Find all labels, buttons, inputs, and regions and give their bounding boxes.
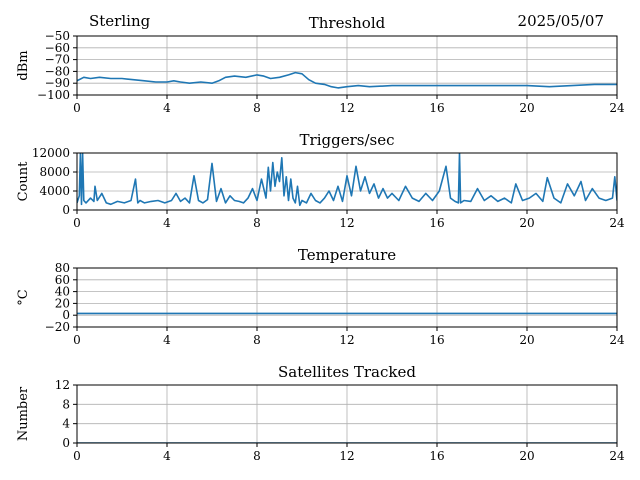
date-label: 2025/05/07 — [517, 12, 604, 30]
x-tick-label: 20 — [519, 449, 534, 463]
y-tick-label: 80 — [55, 261, 70, 275]
y-tick-label: 0 — [62, 203, 70, 217]
y-axis-label: °C — [16, 289, 31, 306]
station-name: Sterling — [89, 12, 151, 30]
chart-title: Temperature — [298, 246, 396, 264]
y-tick-label: 20 — [55, 296, 70, 310]
x-tick-label: 0 — [73, 101, 81, 115]
x-tick-label: 24 — [609, 101, 625, 115]
x-tick-label: 12 — [339, 333, 354, 347]
y-tick-label: 40 — [55, 285, 70, 299]
series-line — [77, 71, 617, 89]
y-tick-label: 0 — [62, 308, 70, 322]
x-tick-label: 24 — [609, 449, 625, 463]
y-tick-label: −60 — [45, 41, 70, 55]
y-tick-label: 4 — [62, 417, 70, 431]
y-tick-label: 0 — [62, 436, 70, 450]
x-tick-label: 4 — [163, 449, 171, 463]
series-line — [77, 153, 617, 207]
x-tick-label: 12 — [339, 101, 354, 115]
chart-title: Threshold — [309, 14, 386, 32]
x-tick-label: 4 — [163, 333, 171, 347]
x-tick-label: 16 — [429, 449, 444, 463]
x-tick-label: 8 — [253, 216, 261, 230]
y-axis-label: dBm — [16, 50, 31, 80]
y-tick-label: 8000 — [39, 165, 70, 179]
y-tick-label: −50 — [45, 29, 70, 43]
y-axis-label: Number — [16, 386, 31, 441]
x-tick-label: 12 — [339, 449, 354, 463]
y-tick-label: 60 — [55, 273, 70, 287]
y-tick-label: 8 — [62, 397, 70, 411]
x-tick-label: 20 — [519, 101, 534, 115]
chart-title: Satellites Tracked — [278, 363, 416, 381]
x-tick-label: 4 — [163, 216, 171, 230]
x-tick-label: 20 — [519, 333, 534, 347]
y-tick-label: −80 — [45, 64, 70, 78]
y-tick-label: −90 — [45, 76, 70, 90]
y-tick-label: −70 — [45, 53, 70, 67]
chart-title: Triggers/sec — [300, 131, 395, 149]
x-tick-label: 0 — [73, 333, 81, 347]
y-tick-label: −20 — [45, 320, 70, 334]
x-tick-label: 0 — [73, 449, 81, 463]
x-tick-label: 16 — [429, 216, 444, 230]
x-tick-label: 4 — [163, 101, 171, 115]
x-tick-label: 8 — [253, 333, 261, 347]
x-tick-label: 24 — [609, 216, 625, 230]
y-tick-label: 12 — [55, 378, 70, 392]
x-tick-label: 16 — [429, 333, 444, 347]
x-tick-label: 8 — [253, 101, 261, 115]
x-tick-label: 24 — [609, 333, 625, 347]
x-tick-label: 0 — [73, 216, 81, 230]
x-tick-label: 16 — [429, 101, 444, 115]
y-tick-label: 12000 — [32, 146, 70, 160]
y-tick-label: −100 — [37, 88, 70, 102]
x-tick-label: 8 — [253, 449, 261, 463]
y-axis-label: Count — [16, 161, 31, 202]
x-tick-label: 20 — [519, 216, 534, 230]
y-tick-label: 4000 — [39, 184, 70, 198]
x-tick-label: 12 — [339, 216, 354, 230]
